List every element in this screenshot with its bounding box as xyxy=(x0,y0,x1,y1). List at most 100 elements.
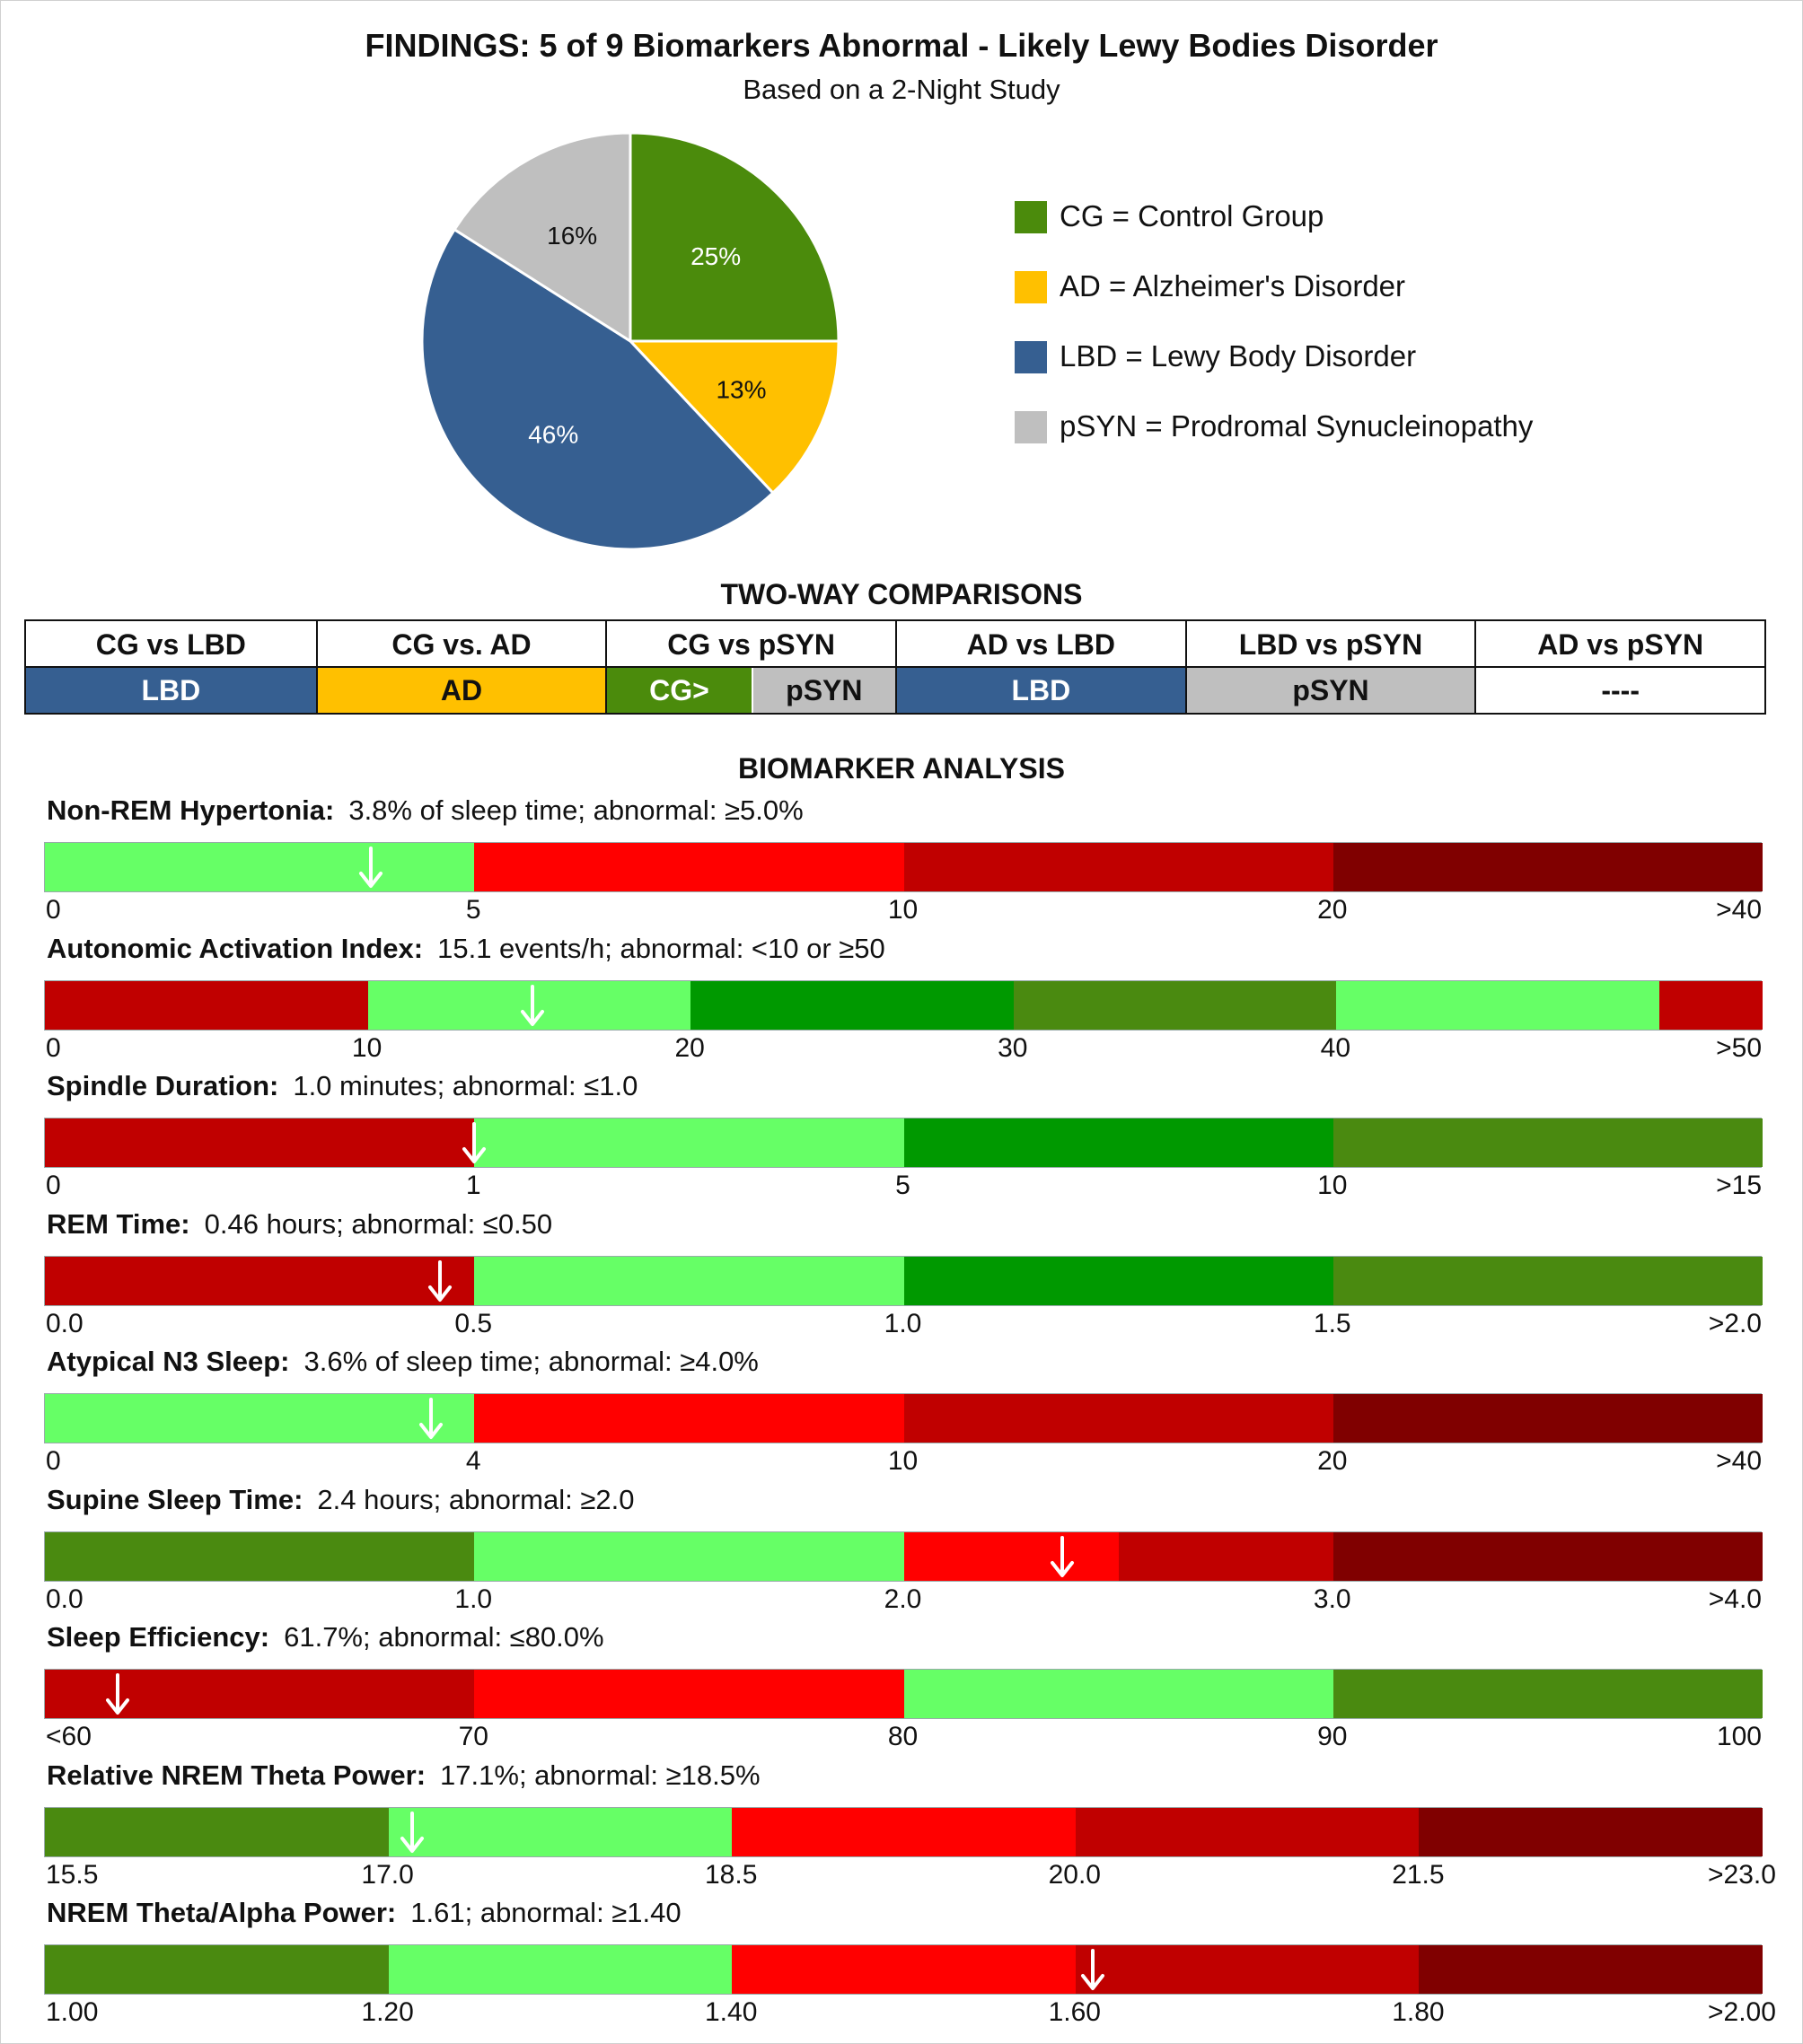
biomarker-tick-label: 1.5 xyxy=(1313,1308,1351,1338)
biomarker-bar-segment xyxy=(474,843,904,891)
biomarker-bar xyxy=(44,1393,1763,1443)
biomarker-bar-segment xyxy=(45,1118,475,1167)
legend-label-psyn: pSYN = Prodromal Synucleinopathy xyxy=(1060,409,1534,443)
biomarker-tick-label: 100 xyxy=(1716,1722,1762,1751)
value-arrow-icon xyxy=(520,984,544,1026)
biomarker-detail: 61.7%; abnormal: ≤80.0% xyxy=(284,1621,604,1653)
biomarker-name: REM Time: xyxy=(47,1207,190,1240)
biomarker-tick-label: >4.0 xyxy=(1708,1583,1762,1614)
comparison-result: pSYN xyxy=(1186,668,1475,713)
biomarker-tick-label: 1.80 xyxy=(1392,1997,1445,2027)
legend-label-cg: CG = Control Group xyxy=(1060,199,1324,232)
comparison-column: CG vs pSYN CG> pSYN xyxy=(605,621,895,713)
biomarker-bar-segment xyxy=(474,1256,904,1305)
biomarker-detail: 3.6% of sleep time; abnormal: ≥4.0% xyxy=(303,1346,759,1377)
comparison-column: AD vs pSYN ---- xyxy=(1474,621,1764,713)
biomarker-detail: 15.1 events/h; abnormal: <10 or ≥50 xyxy=(437,932,885,964)
biomarker-tick-label: 1.0 xyxy=(454,1583,493,1614)
biomarker-bar-segment xyxy=(1332,1670,1763,1718)
biomarker-tick-label: >2.0 xyxy=(1708,1308,1762,1338)
comparison-header: CG vs LBD xyxy=(26,621,316,668)
biomarker-tick-label: 10 xyxy=(887,1446,919,1476)
two-way-comparisons-table: CG vs LBD LBD CG vs. AD AD CG vs pSYN CG> pSYN… xyxy=(24,619,1766,715)
pie-slice-cg xyxy=(629,131,840,343)
legend-swatch-lbd xyxy=(1015,341,1047,373)
biomarker-tick-label: 0 xyxy=(46,1171,61,1200)
biomarker-label: Spindle Duration: 1.0 minutes; abnormal: … xyxy=(47,1070,638,1102)
biomarker-tick-label: 5 xyxy=(465,895,481,925)
biomarker-tick-label: 0 xyxy=(46,1446,61,1476)
biomarker-detail: 2.4 hours; abnormal: ≥2.0 xyxy=(317,1483,635,1515)
biomarker-bar-segment xyxy=(1332,843,1763,891)
biomarker-tick-label: 1.40 xyxy=(704,1997,758,2027)
biomarker-bar-segment xyxy=(45,1256,475,1305)
comparison-result: CG> pSYN xyxy=(607,668,895,713)
biomarker-tick-label: 0 xyxy=(46,895,61,925)
biomarker-bar-segment xyxy=(45,980,368,1030)
biomarker-label: Relative NREM Theta Power: 17.1%; abnorma… xyxy=(47,1759,761,1792)
comparison-result: ---- xyxy=(1476,668,1764,713)
biomarker-label: REM Time: 0.46 hours; abnormal: ≤0.50 xyxy=(47,1208,552,1241)
biomarker-label: NREM Theta/Alpha Power: 1.61; abnormal: ≥… xyxy=(47,1897,682,1929)
biomarker-label: Sleep Efficiency: 61.7%; abnormal: ≤80.0% xyxy=(47,1621,604,1654)
biomarker-tick-label: >40 xyxy=(1716,1446,1762,1476)
biomarker-bar xyxy=(44,1806,1763,1857)
biomarker-name: Spindle Duration: xyxy=(47,1070,279,1101)
biomarker-tick-label: >40 xyxy=(1716,895,1762,925)
legend-swatch-cg xyxy=(1015,201,1047,233)
biomarker-detail: 17.1%; abnormal: ≥18.5% xyxy=(440,1759,761,1791)
comparison-header: CG vs pSYN xyxy=(607,621,895,668)
biomarker-bar xyxy=(44,1944,1763,1995)
biomarker-tick-label: 90 xyxy=(1317,1722,1348,1751)
report-title: FINDINGS: 5 of 9 Biomarkers Abnormal - L… xyxy=(365,27,1438,64)
biomarker-bar xyxy=(44,979,1763,1031)
legend-label-ad: AD = Alzheimer's Disorder xyxy=(1060,269,1406,303)
comparison-result: LBD xyxy=(897,668,1185,713)
biomarker-tick-label: <60 xyxy=(46,1722,92,1751)
biomarker-tick-label: 20.0 xyxy=(1048,1859,1101,1890)
comparison-result-cell: LBD xyxy=(26,668,316,713)
biomarker-tick-label: 15.5 xyxy=(46,1859,99,1890)
pie-slice-psyn xyxy=(453,131,632,344)
biomarker-name: Autonomic Activation Index: xyxy=(47,932,424,964)
comparison-result-cell: CG> xyxy=(607,668,752,713)
comparison-result: AD xyxy=(317,668,606,713)
biomarker-tick-label: 20 xyxy=(1317,895,1348,925)
comparison-header: CG vs. AD xyxy=(317,621,606,668)
biomarker-bar-segment xyxy=(1075,1945,1420,1994)
biomarker-tick-label: >2.00 xyxy=(1708,1997,1776,2027)
biomarker-bar xyxy=(44,1669,1763,1719)
pie-label-ad: 13% xyxy=(716,375,766,403)
biomarker-bar-segment xyxy=(45,1945,389,1994)
biomarker-tick-label: 0.5 xyxy=(454,1308,493,1338)
value-arrow-icon xyxy=(462,1122,487,1163)
biomarker-bar xyxy=(44,1118,1763,1168)
biomarker-tick-label: 18.5 xyxy=(704,1859,758,1890)
biomarker-bar-segment xyxy=(1332,1256,1763,1305)
biomarker-bar-segment xyxy=(1075,1807,1420,1856)
biomarker-name: NREM Theta/Alpha Power: xyxy=(47,1897,397,1928)
biomarker-bar-segment xyxy=(903,1670,1333,1718)
biomarker-tick-label: 10 xyxy=(887,895,919,925)
biomarker-tick-label: 3.0 xyxy=(1313,1583,1351,1614)
biomarker-tick-label: 20 xyxy=(1317,1446,1348,1476)
legend-swatch-ad xyxy=(1015,271,1047,303)
biomarker-detail: 1.61; abnormal: ≥1.40 xyxy=(410,1897,682,1928)
biomarker-label: Autonomic Activation Index: 15.1 events/h… xyxy=(47,933,885,965)
biomarker-bar-segment xyxy=(1658,980,1763,1030)
biomarker-tick-label: 10 xyxy=(351,1032,383,1063)
biomarker-bar-segment xyxy=(903,1118,1333,1167)
biomarker-tick-label: >15 xyxy=(1716,1171,1762,1200)
biomarker-name: Non-REM Hypertonia: xyxy=(47,794,335,826)
biomarker-label: Non-REM Hypertonia: 3.8% of sleep time; a… xyxy=(47,794,804,827)
biomarker-tick-label: 21.5 xyxy=(1392,1859,1445,1890)
biomarker-bar-segment xyxy=(1332,1394,1763,1443)
biomarker-label: Supine Sleep Time: 2.4 hours; abnormal: ≥… xyxy=(47,1484,634,1516)
comparison-column: CG vs. AD AD xyxy=(315,621,606,713)
biomarker-bar xyxy=(44,842,1763,892)
biomarker-bar-segment xyxy=(732,1945,1076,1994)
comparison-result: LBD xyxy=(26,668,316,713)
pie-slice-ad xyxy=(627,339,840,496)
biomarker-bar-segment xyxy=(903,843,1333,891)
comparison-result-cell: pSYN xyxy=(751,668,895,713)
